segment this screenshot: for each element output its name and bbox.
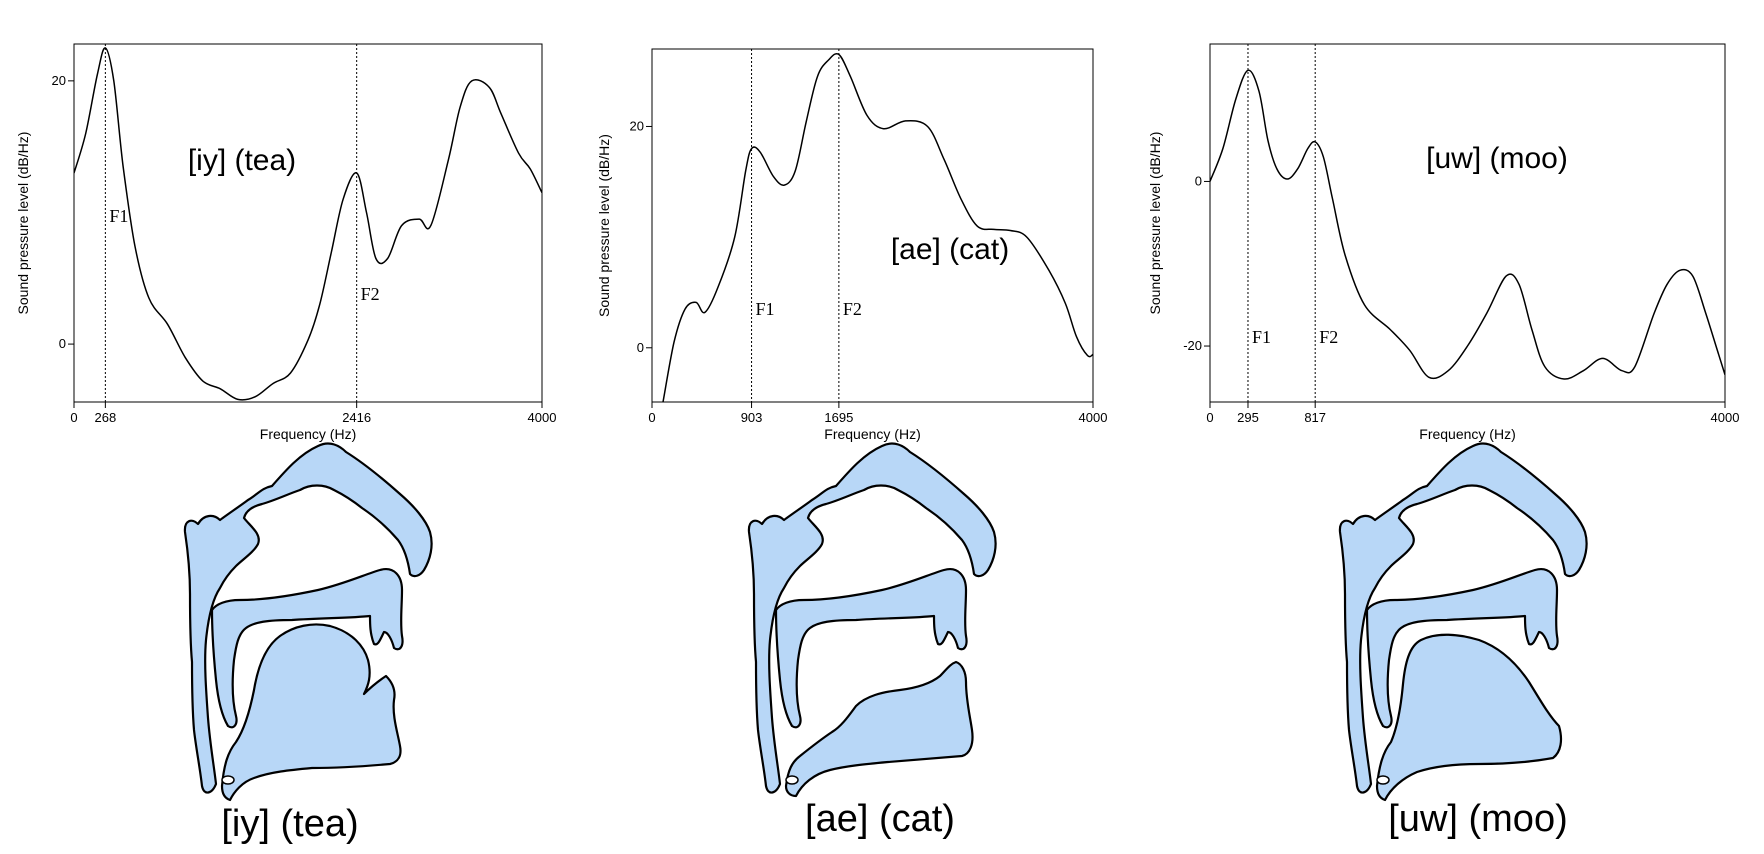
tongue-shape xyxy=(1375,633,1563,802)
x-tick-label: 4000 xyxy=(1079,410,1108,425)
spectrum-plots: 0 268 2416 4000 0 20 Frequency (Hz) Sound press… xyxy=(15,43,1740,442)
spectrum-plot-2: 0 903 1695 4000 0 20 Frequency (Hz) Sound press… xyxy=(596,48,1108,442)
upper-mouth-shape xyxy=(1365,568,1559,729)
x-axis-label: Frequency (Hz) xyxy=(824,426,920,442)
y-tick-label: 20 xyxy=(630,118,644,133)
formant-label-f2: F2 xyxy=(1319,327,1338,347)
larynx-shape xyxy=(785,775,799,785)
formant-label-f1: F1 xyxy=(109,206,128,226)
x-tick-label: 817 xyxy=(1304,410,1326,425)
vocal-tract-3 xyxy=(1338,442,1588,802)
vowel-label: [uw] (moo) xyxy=(1426,142,1568,175)
x-tick-label: 1695 xyxy=(824,410,853,425)
vowel-label: [iy] (tea) xyxy=(188,144,296,177)
x-tick-label: 0 xyxy=(1206,410,1213,425)
x-tick-label: 0 xyxy=(70,410,77,425)
formant-label-f1: F1 xyxy=(1252,327,1271,347)
formant-label-f2: F2 xyxy=(843,299,862,319)
caption-ae: [ae] (cat) xyxy=(805,798,955,840)
tongue-shape xyxy=(784,660,974,798)
spectrum-line xyxy=(1210,69,1725,380)
vocal-tract-diagrams xyxy=(183,442,1588,802)
caption-iy: [iy] (tea) xyxy=(221,803,358,845)
y-tick-label: 0 xyxy=(1195,173,1202,188)
upper-mouth-shape xyxy=(210,568,404,729)
formant-label-f1: F1 xyxy=(756,299,775,319)
plot-frame xyxy=(651,48,1094,403)
x-tick-label: 295 xyxy=(1237,410,1259,425)
larynx-shape xyxy=(221,775,235,785)
x-tick-label: 0 xyxy=(648,410,655,425)
plot-frame xyxy=(1209,43,1726,403)
spectrum-plot-3: 0 295 817 4000 -20 0 Frequency (Hz) Sound press… xyxy=(1147,43,1740,442)
x-tick-label: 268 xyxy=(95,410,117,425)
spectrum-line xyxy=(74,47,542,401)
spectrum-line xyxy=(662,52,1093,402)
vocal-tract-1 xyxy=(183,442,433,802)
larynx-shape xyxy=(1376,775,1390,785)
y-axis-label: Sound pressure level (dB/Hz) xyxy=(1147,132,1163,315)
x-axis-label: Frequency (Hz) xyxy=(260,426,356,442)
y-tick-label: 0 xyxy=(637,340,644,355)
caption-uw: [uw] (moo) xyxy=(1388,798,1567,840)
y-axis-label: Sound pressure level (dB/Hz) xyxy=(15,132,31,315)
x-tick-label: 2416 xyxy=(342,410,371,425)
y-tick-label: 0 xyxy=(59,336,66,351)
vocal-tract-2 xyxy=(747,442,997,798)
y-tick-label: -20 xyxy=(1183,338,1202,353)
x-tick-label: 903 xyxy=(741,410,763,425)
x-axis-label: Frequency (Hz) xyxy=(1419,426,1515,442)
tongue-shape xyxy=(220,623,402,802)
x-tick-label: 4000 xyxy=(528,410,557,425)
upper-mouth-shape xyxy=(774,568,968,729)
y-axis-label: Sound pressure level (dB/Hz) xyxy=(596,134,612,317)
vowel-label: [ae] (cat) xyxy=(891,233,1009,266)
plot-frame xyxy=(73,43,543,403)
y-tick-label: 20 xyxy=(52,73,66,88)
spectrum-plot-1: 0 268 2416 4000 0 20 Frequency (Hz) Sound press… xyxy=(15,43,557,442)
formant-label-f2: F2 xyxy=(361,284,380,304)
x-tick-label: 4000 xyxy=(1711,410,1740,425)
